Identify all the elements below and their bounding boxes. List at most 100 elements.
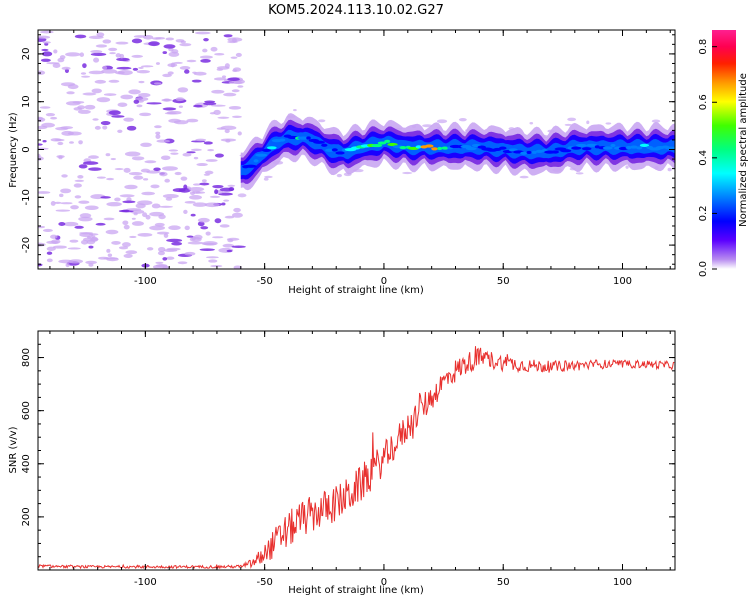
speckle-blob bbox=[171, 241, 183, 246]
x-tick-label: 100 bbox=[613, 276, 632, 287]
snr-panel: -100 -50 0 50 100 200 400 600 800 Height of stra… bbox=[8, 330, 676, 596]
speckle-blob bbox=[61, 130, 74, 136]
speckle-blob bbox=[177, 87, 189, 93]
speckle-blob bbox=[38, 143, 43, 146]
speckle-blob bbox=[105, 229, 119, 235]
speckle-blob bbox=[175, 97, 185, 102]
speckle-blob bbox=[105, 153, 111, 157]
speckle-blob bbox=[205, 231, 211, 236]
ridge-hotspot bbox=[441, 146, 449, 150]
speckle-blob bbox=[122, 200, 136, 204]
y-tick-label: 600 bbox=[21, 401, 32, 420]
speckle-blob bbox=[138, 66, 144, 69]
speckle-blob bbox=[88, 155, 99, 159]
speckle-blob bbox=[163, 248, 178, 252]
speckle-blob bbox=[150, 184, 160, 189]
speckle-blob bbox=[191, 236, 196, 241]
speckle-blob bbox=[167, 63, 178, 68]
speckle-blob bbox=[139, 112, 152, 117]
speckle-blob bbox=[177, 261, 188, 265]
colorbar-tick-label: 0.6 bbox=[698, 94, 709, 110]
speckle-blob bbox=[84, 205, 99, 211]
speckle-blob bbox=[131, 54, 144, 58]
x-tick-label: -100 bbox=[134, 577, 157, 588]
speckle-blob bbox=[264, 175, 273, 179]
speckle-blob bbox=[203, 141, 213, 145]
colorbar-tick-label: 0.8 bbox=[698, 39, 709, 55]
speckle-blob bbox=[231, 115, 242, 119]
speckle-blob bbox=[126, 208, 142, 211]
speckle-blob bbox=[61, 66, 71, 70]
speckle-blob bbox=[110, 157, 116, 161]
speckle-blob bbox=[67, 84, 79, 90]
snr-series-line bbox=[38, 346, 675, 570]
speckle-blob bbox=[55, 209, 71, 212]
x-tick-label: -50 bbox=[256, 276, 272, 287]
speckle-blob bbox=[146, 170, 161, 174]
speckle-blob bbox=[221, 75, 227, 79]
speckle-blob bbox=[138, 93, 151, 98]
speckle-blob bbox=[204, 170, 214, 175]
speckle-blob bbox=[201, 179, 207, 183]
speckle-blob bbox=[77, 109, 91, 114]
speckle-blob bbox=[223, 199, 230, 202]
speckle-blob bbox=[82, 161, 99, 165]
speckle-blob bbox=[95, 222, 106, 226]
x-tick-label: 0 bbox=[381, 577, 387, 588]
speckle-blob bbox=[59, 193, 64, 198]
speckle-blob bbox=[41, 48, 49, 52]
speckle-blob bbox=[53, 49, 58, 54]
speckle-blob bbox=[564, 123, 573, 126]
speckle-blob bbox=[163, 44, 176, 49]
speckle-blob bbox=[38, 191, 51, 194]
speckle-blob bbox=[190, 213, 196, 217]
speckle-blob bbox=[204, 100, 216, 103]
speckle-blob bbox=[184, 69, 190, 74]
speckle-blob bbox=[179, 66, 191, 70]
speckle-blob bbox=[223, 92, 237, 97]
speckle-blob bbox=[41, 122, 55, 128]
speckle-blob bbox=[209, 195, 221, 198]
speckle-blob bbox=[186, 151, 196, 154]
speckle-blob bbox=[135, 97, 149, 102]
speckle-blob bbox=[115, 41, 129, 45]
speckle-blob bbox=[157, 250, 165, 256]
speckle-blob bbox=[155, 261, 164, 264]
speckle-blob bbox=[458, 118, 467, 122]
speckle-blob bbox=[162, 194, 179, 199]
spectrogram-ylabel: Frequency (Hz) bbox=[8, 112, 19, 188]
speckle-blob bbox=[138, 80, 145, 84]
speckle-blob bbox=[86, 239, 96, 245]
speckle-blob bbox=[220, 138, 237, 142]
speckle-blob bbox=[88, 263, 94, 267]
speckle-blob bbox=[128, 89, 141, 95]
speckle-blob bbox=[224, 63, 230, 69]
speckle-blob bbox=[153, 167, 161, 172]
speckle-blob bbox=[219, 224, 230, 228]
speckle-blob bbox=[162, 51, 168, 54]
speckle-blob bbox=[222, 243, 235, 248]
speckle-blob bbox=[184, 225, 190, 231]
colorbar-tick-label: 0.0 bbox=[698, 261, 709, 277]
speckle-blob bbox=[65, 52, 81, 57]
speckle-blob bbox=[214, 189, 219, 195]
speckle-blob bbox=[575, 172, 584, 175]
speckle-blob bbox=[204, 202, 220, 208]
colorbar-tick-label: 0.4 bbox=[698, 150, 709, 166]
speckle-blob bbox=[208, 259, 218, 263]
ridge-hotspot bbox=[266, 146, 277, 150]
speckle-blob bbox=[94, 125, 101, 130]
speckle-blob bbox=[230, 56, 238, 59]
speckle-blob bbox=[184, 251, 196, 256]
ridge-band bbox=[240, 129, 675, 176]
speckle-blob bbox=[133, 175, 144, 180]
y-tick-label: -10 bbox=[21, 189, 32, 205]
speckle-blob bbox=[67, 247, 81, 250]
ridge-hotspot bbox=[297, 136, 310, 140]
speckle-blob bbox=[149, 225, 166, 231]
speckle-blob bbox=[69, 239, 79, 243]
speckle-blob bbox=[220, 125, 237, 131]
speckle-blob bbox=[122, 220, 129, 226]
speckle-blob bbox=[193, 71, 207, 76]
